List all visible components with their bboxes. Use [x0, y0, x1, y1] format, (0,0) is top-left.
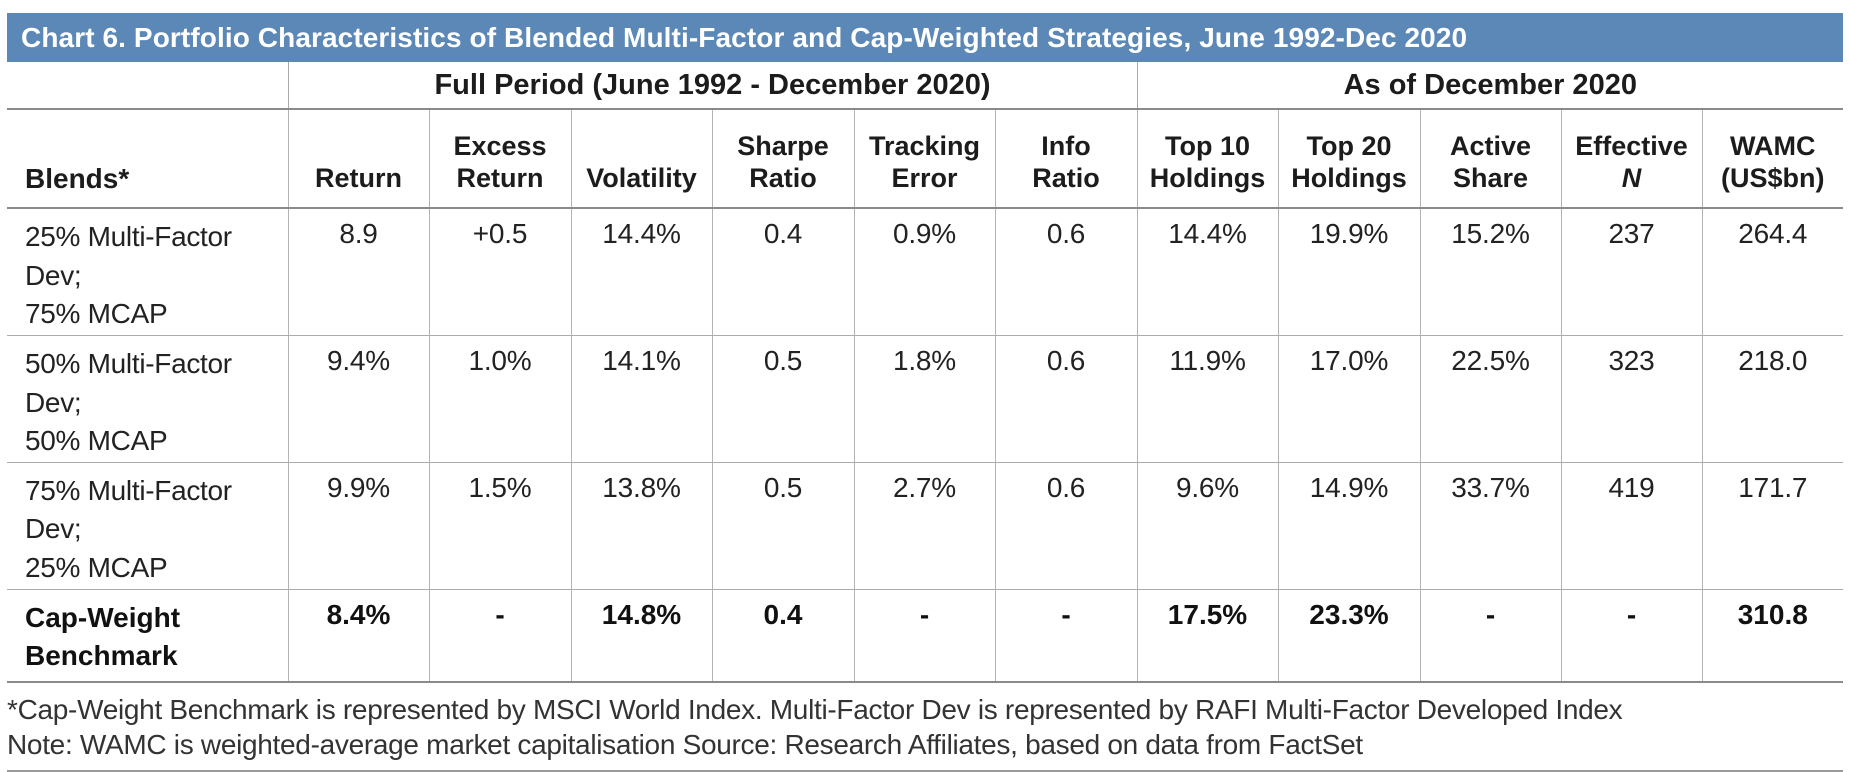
footnotes: *Cap-Weight Benchmark is represented by … [7, 692, 1843, 764]
footnote-benchmark-definition: *Cap-Weight Benchmark is represented by … [7, 693, 1623, 725]
cell-top-20-holdings: 19.9% [1277, 208, 1420, 336]
column-header-effective-n: Effective N [1560, 109, 1702, 209]
table-row-50-multi-factor-dev: 50% Multi-Factor Dev; 50% MCAP 9.4% 1.0% 14… [7, 335, 1844, 463]
footnote-note-source: Note: WAMC is weighted-average market ca… [7, 729, 1363, 761]
column-header-line1: Excess [453, 131, 547, 162]
cell-volatility: 14.8% [570, 589, 712, 683]
cell-tracking-error: 1.8% [853, 335, 995, 463]
cell-volatility: 14.1% [570, 335, 712, 463]
column-header-line2: Holdings [1149, 163, 1266, 194]
row-label: 75% Multi-Factor Dev; 25% MCAP [7, 462, 288, 590]
cell-top-20-holdings: 14.9% [1277, 462, 1420, 590]
column-header-wamc-us-bn: WAMC (US$bn) [1701, 109, 1844, 209]
column-header-line1: Top 10 [1164, 131, 1250, 162]
row-label: 25% Multi-Factor Dev; 75% MCAP [7, 208, 288, 336]
cell-active-share: - [1419, 589, 1561, 683]
column-header-active-share: Active Share [1419, 109, 1561, 209]
cell-effective-n: - [1560, 589, 1702, 683]
cell-top-20-holdings: 17.0% [1277, 335, 1420, 463]
cell-top-10-holdings: 14.4% [1136, 208, 1278, 336]
column-header-line2: Return [456, 163, 544, 194]
cell-tracking-error: 0.9% [853, 208, 995, 336]
column-header-volatility: Volatility [570, 109, 712, 209]
column-header-line2: Volatility [586, 163, 697, 194]
cell-return: 8.4% [287, 589, 429, 683]
cell-volatility: 14.4% [570, 208, 712, 336]
column-header-sharpe-ratio: Sharpe Ratio [711, 109, 854, 209]
row-label: 50% Multi-Factor Dev; 50% MCAP [7, 335, 288, 463]
group-header-as-of-dec-2020: As of December 2020 [1136, 62, 1844, 110]
cell-active-share: 33.7% [1419, 462, 1561, 590]
cell-excess-return: +0.5 [428, 208, 571, 336]
column-header-line2: Holdings [1291, 163, 1407, 194]
column-header-top-20-holdings: Top 20 Holdings [1277, 109, 1420, 209]
row-label: Cap-Weight Benchmark [7, 589, 288, 683]
cell-excess-return: 1.0% [428, 335, 571, 463]
column-header-line2: Error [891, 163, 958, 194]
column-header-line2: Return [315, 163, 402, 194]
column-header-row: Blends* Return Excess Return Volatility Shar… [7, 109, 1844, 209]
column-header-info-ratio: Info Ratio [994, 109, 1137, 209]
cell-excess-return: 1.5% [428, 462, 571, 590]
column-header-line2: (US$bn) [1721, 163, 1825, 194]
table-row-25-multi-factor-dev: 25% Multi-Factor Dev; 75% MCAP 8.9 +0.5 14.… [7, 208, 1844, 336]
cell-effective-n: 323 [1560, 335, 1702, 463]
cell-info-ratio: 0.6 [994, 208, 1137, 336]
cell-info-ratio: 0.6 [994, 335, 1137, 463]
cell-return: 8.9 [287, 208, 429, 336]
cell-effective-n: 419 [1560, 462, 1702, 590]
group-header-full-period: Full Period (June 1992 - December 2020) [287, 62, 1137, 110]
cell-tracking-error: 2.7% [853, 462, 995, 590]
column-header-line1: Effective [1575, 131, 1688, 162]
column-header-line1: Top 20 [1306, 131, 1392, 162]
cell-sharpe-ratio: 0.5 [711, 335, 854, 463]
cell-wamc-us-bn: 171.7 [1701, 462, 1844, 590]
cell-tracking-error: - [853, 589, 995, 683]
column-header-return: Return [287, 109, 429, 209]
cell-top-10-holdings: 9.6% [1136, 462, 1278, 590]
cell-volatility: 13.8% [570, 462, 712, 590]
column-header-tracking-error: Tracking Error [853, 109, 995, 209]
column-header-line1: Sharpe [737, 131, 829, 162]
cell-info-ratio: - [994, 589, 1137, 683]
cell-top-20-holdings: 23.3% [1277, 589, 1420, 683]
cell-return: 9.4% [287, 335, 429, 463]
column-header-line1: WAMC [1730, 131, 1816, 162]
column-header-line1: Tracking [868, 131, 981, 162]
column-header-line1: Info [1041, 131, 1091, 162]
column-header-line2: Share [1452, 163, 1529, 194]
chart-title-bar: Chart 6. Portfolio Characteristics of Bl… [7, 13, 1843, 62]
column-header-line2: N [1621, 163, 1642, 194]
cell-effective-n: 237 [1560, 208, 1702, 336]
cell-sharpe-ratio: 0.4 [711, 208, 854, 336]
table-row-75-multi-factor-dev: 75% Multi-Factor Dev; 25% MCAP 9.9% 1.5% 13… [7, 462, 1844, 590]
cell-top-10-holdings: 17.5% [1136, 589, 1278, 683]
cell-info-ratio: 0.6 [994, 462, 1137, 590]
characteristics-table: Full Period (June 1992 - December 2020) … [7, 62, 1844, 683]
group-header-row: Full Period (June 1992 - December 2020) … [7, 62, 1844, 110]
cell-excess-return: - [428, 589, 571, 683]
cell-return: 9.9% [287, 462, 429, 590]
cell-sharpe-ratio: 0.5 [711, 462, 854, 590]
column-header-line2: Ratio [749, 163, 817, 194]
cell-top-10-holdings: 11.9% [1136, 335, 1278, 463]
column-header-top-10-holdings: Top 10 Holdings [1136, 109, 1278, 209]
table-row-cap-weight: Cap-Weight Benchmark 8.4% -14.8% 0.4- -17.5%… [7, 589, 1844, 683]
table-body: 25% Multi-Factor Dev; 75% MCAP 8.9 +0.5 14.… [7, 208, 1844, 683]
cell-wamc-us-bn: 310.8 [1701, 589, 1844, 683]
column-header-line1: Active [1449, 131, 1532, 162]
group-header-corner [7, 62, 288, 110]
cell-active-share: 15.2% [1419, 208, 1561, 336]
chart-title: Chart 6. Portfolio Characteristics of Bl… [21, 21, 1468, 53]
column-header-line2: Ratio [1032, 163, 1100, 194]
cell-wamc-us-bn: 218.0 [1701, 335, 1844, 463]
column-header-blends: Blends* [7, 109, 288, 209]
cell-active-share: 22.5% [1419, 335, 1561, 463]
cell-wamc-us-bn: 264.4 [1701, 208, 1844, 336]
cell-sharpe-ratio: 0.4 [711, 589, 854, 683]
column-header-excess-return: Excess Return [428, 109, 571, 209]
